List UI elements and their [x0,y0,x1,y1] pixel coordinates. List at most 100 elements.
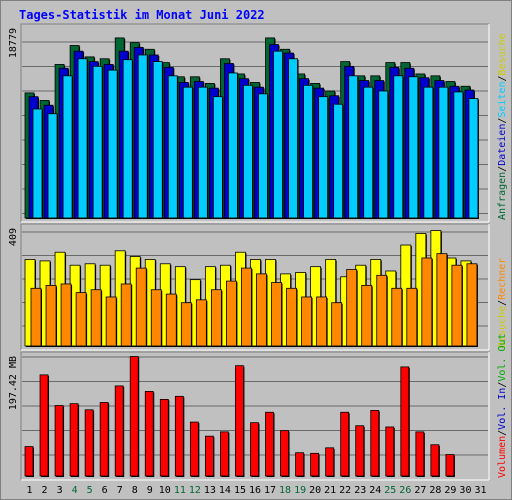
bar-seiten-day-21 [333,103,344,219]
bar-rechner-day-22 [346,269,358,347]
day-label: 25 [384,485,396,496]
bar-volumen-day-6 [99,402,109,477]
bar-seiten-day-15 [243,84,253,219]
bar-seiten-day-6 [107,69,118,219]
bar-rechner-day-7 [120,283,132,347]
bar-rechner-day-27 [421,257,433,347]
bar-seiten-day-19 [303,84,313,219]
bar-rechner-day-23 [361,285,373,347]
bar-rechner-day-29 [451,264,463,347]
bar-volumen-day-8 [129,356,139,477]
day-label: 26 [399,485,411,496]
bar-rechner-day-20 [316,296,328,347]
day-label: 13 [204,485,216,496]
day-label: 3 [57,485,63,496]
bar-volumen-day-7 [114,385,124,477]
bar-seiten-day-20 [318,96,329,219]
bar-seiten-day-17 [273,50,283,219]
bar-rechner-day-26 [406,287,418,347]
bar-volumen-day-21 [325,447,335,477]
day-label: 10 [159,485,171,496]
bar-rechner-day-17 [271,282,282,347]
bar-seiten-day-2 [47,113,58,219]
bar-volumen-day-5 [84,409,94,477]
day-label: 22 [339,485,351,496]
day-label: 20 [309,485,321,496]
bar-volumen-day-16 [250,422,259,477]
bar-rechner-day-19 [301,296,312,347]
bar-rechner-day-9 [150,289,162,347]
bar-seiten-day-13 [212,96,223,219]
bar-rechner-day-28 [436,253,448,347]
bar-volumen-day-27 [415,431,425,477]
panel-middle: 409 [8,223,490,351]
bar-seiten-day-8 [137,54,148,219]
legend-middle: Besuche/Rechner [497,258,508,348]
day-label: 31 [474,485,486,496]
day-label: 17 [264,485,276,496]
day-label: 21 [324,485,336,496]
day-label: 5 [87,485,93,496]
bar-volumen-day-1 [24,446,34,477]
bar-seiten-day-24 [378,90,389,219]
bar-volumen-day-25 [385,426,395,477]
legend-entry: / [497,118,508,124]
legend-entry: Seiten [497,81,508,117]
day-label: 12 [189,485,201,496]
bar-volumen-day-28 [430,444,440,477]
bar-volumen-day-29 [445,454,455,477]
bar-volumen-day-9 [144,391,154,477]
bar-seiten-day-30 [468,98,479,219]
bar-seiten-day-16 [258,93,268,219]
day-label: 2 [42,485,48,496]
legend-entry: Besuche [497,306,508,348]
chart-title: Tages-Statistik im Monat Juni 2022 [19,8,265,22]
bar-rechner-day-11 [180,302,192,347]
bar-seiten-day-11 [182,86,193,219]
legend-entry: Vol. In [497,388,508,430]
legend-entry: / [497,166,508,172]
bar-rechner-day-15 [241,267,252,347]
bar-seiten-day-1 [32,108,43,219]
bar-volumen-day-15 [235,365,244,477]
legend-entry: / [497,382,508,388]
bar-rechner-day-2 [45,285,57,347]
bar-volumen-day-26 [400,366,410,477]
bar-seiten-day-25 [393,75,404,219]
bar-seiten-day-10 [167,75,178,219]
day-label: 15 [234,485,246,496]
legend-entry: Rechner [497,258,508,300]
day-label: 19 [294,485,306,496]
bar-seiten-day-12 [197,86,208,219]
day-label: 9 [147,485,153,496]
bar-rechner-day-3 [60,283,72,347]
legend-entry: / [497,300,508,306]
legend-top: Anfragen/Dateien/Seiten/Besuche [497,33,508,220]
legend-entry: Besuche [497,33,508,75]
bar-rechner-day-30 [466,263,478,347]
bar-seiten-day-29 [453,91,464,219]
day-label: 23 [354,485,366,496]
bar-rechner-day-14 [226,280,237,347]
bar-rechner-day-10 [165,293,177,347]
day-label: 27 [414,485,426,496]
day-label: 18 [279,485,291,496]
panel-top: 18779 [8,23,490,223]
bar-rechner-day-25 [391,287,403,347]
bar-volumen-day-23 [355,425,365,477]
y-max-label: 409 [8,228,19,246]
bar-rechner-day-8 [135,267,147,347]
bar-volumen-day-12 [189,421,199,477]
bar-seiten-day-26 [408,76,419,219]
day-label: 30 [459,485,471,496]
bar-seiten-day-3 [62,75,73,219]
bar-volumen-day-19 [295,452,304,477]
legend-entry: / [497,75,508,81]
bar-rechner-day-13 [210,289,222,347]
day-label: 11 [174,485,186,496]
bar-seiten-day-28 [438,86,449,219]
bar-volumen-day-4 [69,403,79,477]
day-label: 4 [72,485,78,496]
